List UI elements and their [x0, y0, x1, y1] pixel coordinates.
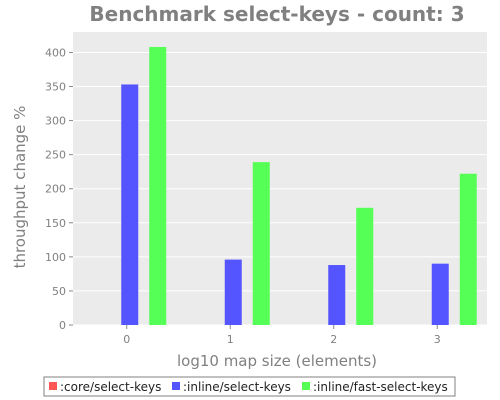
- y-tick-label: 400: [45, 46, 66, 59]
- bar-inline-fast-select-keys-2: [356, 208, 373, 325]
- bar-inline-fast-select-keys-0: [149, 47, 166, 325]
- y-tick-label: 300: [45, 115, 66, 128]
- y-axis-ticks: 0 50 100 150 200 250 300 350 400: [45, 46, 73, 332]
- y-tick-label: 50: [52, 285, 66, 298]
- legend-label: :inline/select-keys: [183, 380, 291, 394]
- legend-label: :core/select-keys: [60, 380, 161, 394]
- x-axis-label: log10 map size (elements): [177, 352, 377, 370]
- legend-label: :inline/fast-select-keys: [313, 380, 448, 394]
- x-tick-label: 2: [330, 333, 337, 346]
- bar-inline-select-keys-2: [328, 265, 345, 325]
- legend: :core/select-keys :inline/select-keys :inl…: [49, 380, 448, 394]
- y-tick-label: 100: [45, 251, 66, 264]
- x-tick-label: 3: [434, 333, 441, 346]
- x-tick-label: 0: [123, 333, 130, 346]
- y-tick-label: 350: [45, 81, 66, 94]
- legend-swatch: [302, 382, 310, 390]
- bar-inline-fast-select-keys-1: [253, 162, 270, 325]
- y-tick-label: 200: [45, 183, 66, 196]
- bar-inline-fast-select-keys-3: [460, 174, 477, 325]
- bar-inline-select-keys-1: [225, 260, 242, 325]
- y-tick-label: 250: [45, 149, 66, 162]
- x-axis-ticks: 0 1 2 3: [123, 325, 441, 346]
- y-tick-label: 150: [45, 217, 66, 230]
- x-tick-label: 1: [227, 333, 234, 346]
- y-axis-label: throughput change %: [11, 106, 29, 269]
- legend-swatch: [49, 382, 57, 390]
- bar-inline-select-keys-3: [432, 264, 449, 325]
- legend-swatch: [172, 382, 180, 390]
- y-tick-label: 0: [59, 319, 66, 332]
- chart-title: Benchmark select-keys - count: 3: [89, 2, 464, 26]
- bar-inline-select-keys-0: [121, 84, 138, 325]
